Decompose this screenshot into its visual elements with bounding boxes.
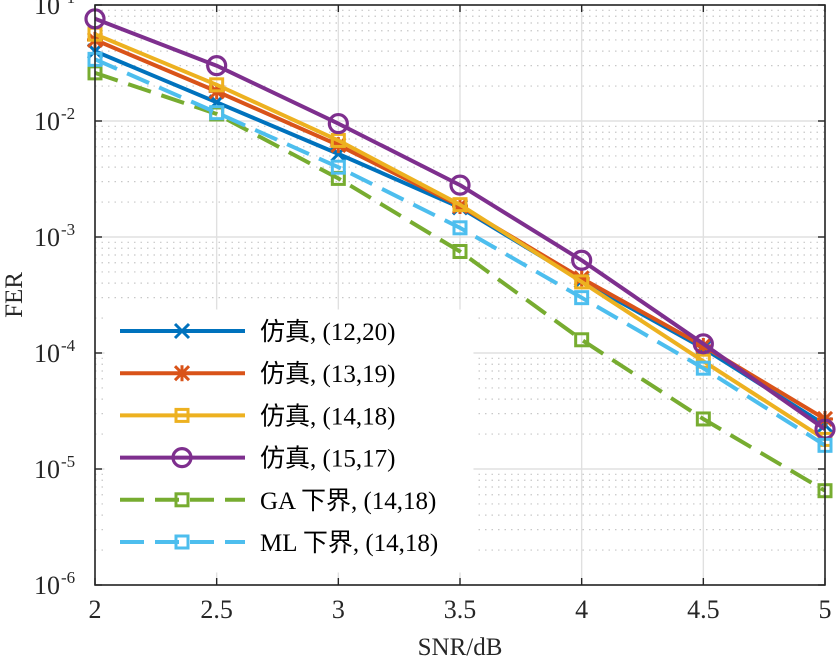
data-point-3-4 [452, 197, 468, 213]
data-point-6-4 [452, 220, 468, 236]
legend-entry-1: 仿真, (12,20) [120, 318, 395, 346]
data-point-4-6 [692, 333, 714, 355]
y-tick-label: 10 [34, 223, 60, 252]
data-point-3-2 [209, 77, 225, 93]
data-point-6-3 [330, 159, 346, 175]
x-axis-label: SNR/dB [418, 634, 503, 661]
legend-marker [174, 534, 190, 550]
y-tick-label: 10 [34, 107, 60, 136]
legend-entry-2: 仿真, (13,19) [120, 360, 395, 388]
legend-marker [173, 365, 191, 382]
x-tick-label: 2.5 [200, 595, 233, 624]
y-tick-label: 10 [34, 0, 60, 20]
legend-marker [174, 492, 190, 508]
legend-marker [174, 407, 190, 423]
y-tick-exponent: -5 [61, 452, 75, 471]
series-layer [84, 8, 836, 499]
y-tick-label: 10 [34, 571, 60, 600]
series-line-6 [94, 57, 827, 447]
y-axis-label: FER [1, 272, 28, 318]
legend-box [104, 309, 474, 573]
legend: 仿真, (12,20) 仿真, (13,19) 仿真, (14,18) 仿真, (15… [104, 309, 474, 573]
x-tick-label: 3 [332, 595, 345, 624]
legend-entry-5: GA 下界, (14,18) [120, 488, 436, 515]
legend-entry-4: 仿真, (15,17) [120, 445, 395, 473]
series-line-4 [94, 16, 827, 431]
data-point-5-5 [574, 332, 590, 348]
data-point-5-6 [695, 411, 711, 427]
y-tick-exponent: -4 [61, 336, 76, 355]
data-point-6-2 [209, 105, 225, 121]
data-point-5-4 [452, 243, 468, 259]
series-5 [87, 65, 833, 499]
data-point-4-3 [327, 112, 349, 135]
data-point-4-5 [571, 249, 593, 271]
y-tick-exponent: -1 [61, 0, 75, 7]
y-tick-label: 10 [34, 339, 60, 368]
data-point-4-4 [449, 174, 471, 196]
legend-entry-3: 仿真, (14,18) [120, 402, 395, 430]
data-point-3-3 [330, 132, 346, 148]
legend-entry-6: ML 下界, (14,18) [120, 530, 438, 557]
x-tick-label: 5 [819, 595, 832, 624]
legend-marker [171, 447, 193, 469]
y-tick-exponent: -3 [61, 220, 75, 239]
y-tick-exponent: -6 [61, 568, 75, 587]
legend-label: 仿真, (12,20) [260, 318, 395, 346]
legend-marker [173, 322, 191, 340]
x-tick-label: 2 [89, 595, 102, 624]
legend-label: 仿真, (13,19) [260, 360, 395, 388]
series-4 [84, 8, 836, 440]
legend-label: 仿真, (14,18) [260, 402, 395, 430]
series-line-5 [94, 71, 827, 493]
x-tick-label: 3.5 [444, 595, 477, 624]
y-tick-label: 10 [34, 455, 60, 484]
data-point-2-5 [573, 270, 590, 287]
legend-label: 仿真, (15,17) [260, 445, 395, 473]
data-point-4-2 [206, 55, 228, 77]
data-point-6-5 [574, 290, 590, 306]
legend-label: GA 下界, (14,18) [260, 488, 436, 515]
x-tick-label: 4.5 [687, 595, 720, 624]
data-point-6-6 [695, 360, 711, 376]
legend-label: ML 下界, (14,18) [260, 530, 438, 557]
y-tick-exponent: -2 [61, 104, 75, 123]
axes-layer [94, 4, 826, 586]
data-point-3-5 [574, 274, 590, 290]
x-tick-label: 4 [575, 595, 588, 624]
